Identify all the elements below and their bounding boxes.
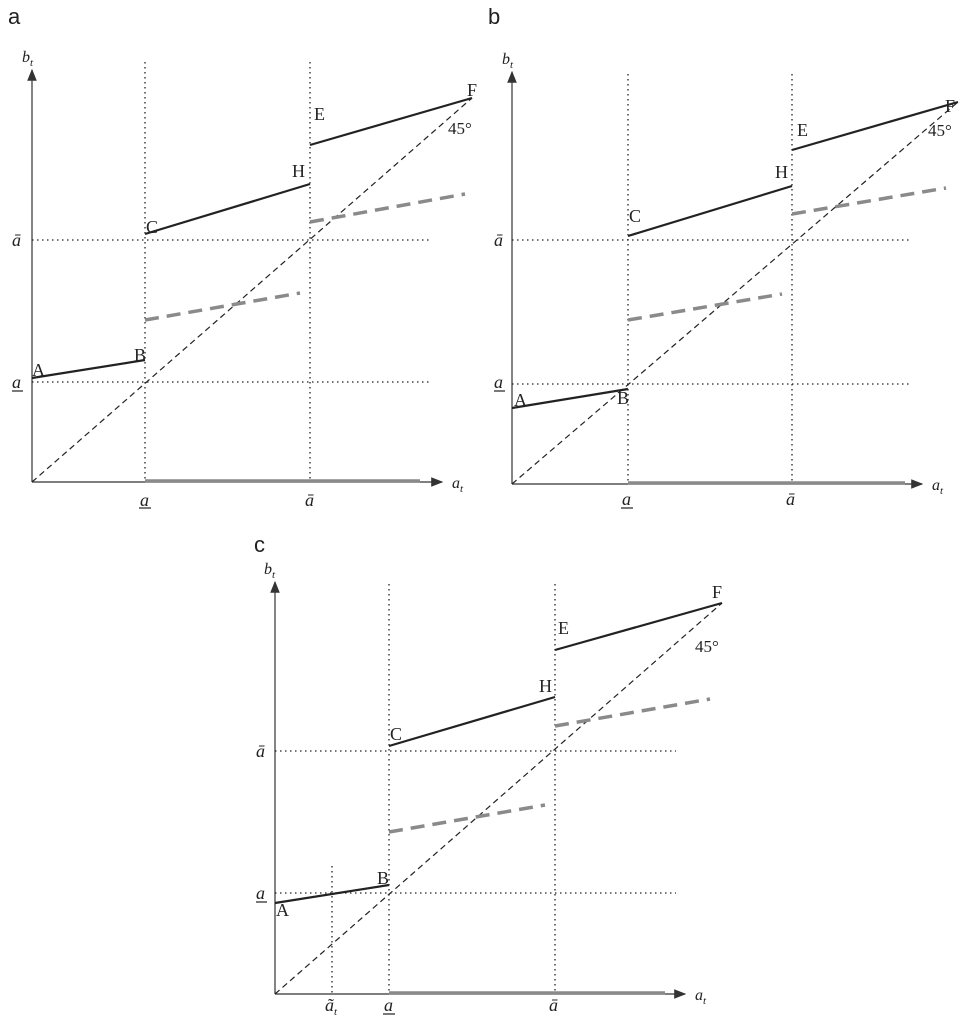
diagonal-45-b — [511, 101, 959, 485]
point-H-a: H — [292, 161, 305, 181]
point-A-c: A — [276, 900, 289, 920]
y-tick-low-a: a — [12, 372, 21, 392]
point-E-b: E — [797, 120, 808, 140]
segment-ch-b — [627, 184, 793, 238]
grey-segment-mid-a — [144, 291, 301, 322]
segment-ef-a — [309, 96, 473, 147]
segment-ch-c — [388, 695, 556, 748]
x-tick-low-b: a — [622, 489, 631, 509]
x-tick-low-c: a — [384, 995, 393, 1015]
point-A-a: A — [32, 360, 45, 380]
segment-ef-b — [791, 100, 959, 152]
point-A-b: A — [514, 390, 527, 410]
x-tick-high-b: ā — [786, 489, 795, 509]
y-axis-label-c: bt — [264, 561, 276, 581]
y-tick-low-c: a — [256, 883, 265, 903]
panel-b: b bt at A B C H E F 45° a ā ā a — [488, 4, 959, 509]
angle-label-c: 45° — [695, 637, 719, 656]
point-C-a: C — [146, 217, 158, 237]
diagonal-45-a — [31, 97, 473, 483]
point-C-b: C — [629, 206, 641, 226]
y-tick-low-b: a — [494, 372, 503, 392]
point-F-a: F — [467, 80, 477, 100]
x-axis-label-c: at — [695, 987, 707, 1007]
x-tick-high-a: ā — [305, 490, 314, 510]
point-B-a: B — [134, 345, 146, 365]
segment-ab-c — [274, 883, 390, 905]
y-tick-high-b: ā — [494, 230, 503, 250]
point-E-a: E — [314, 104, 325, 124]
point-F-c: F — [712, 582, 722, 602]
y-axis-label-a: bt — [22, 49, 34, 69]
grey-segment-high-a — [309, 192, 466, 224]
grey-segment-mid-b — [627, 292, 783, 322]
segment-ef-c — [554, 601, 723, 652]
diagonal-45-c — [274, 602, 723, 995]
angle-label-b: 45° — [928, 121, 952, 140]
x-axis-label-a: at — [452, 475, 464, 495]
point-C-c: C — [390, 724, 402, 744]
point-F-b: F — [945, 96, 955, 116]
grey-segment-high-c — [554, 697, 711, 728]
segment-ch-a — [144, 182, 311, 236]
x-axis-label-b: at — [932, 477, 944, 497]
point-H-c: H — [539, 676, 552, 696]
panel-c: c bt at A B C H E F 45° ãt a ā ā a — [254, 532, 723, 1017]
panel-label-c: c — [254, 532, 265, 557]
panel-label-a: a — [8, 4, 21, 29]
angle-label-a: 45° — [448, 119, 472, 138]
grey-segment-mid-c — [388, 803, 546, 834]
segment-ab-b — [511, 387, 629, 410]
y-tick-high-a: ā — [12, 230, 21, 250]
point-B-b: B — [617, 388, 629, 408]
grey-segment-high-b — [791, 186, 947, 216]
point-E-c: E — [558, 618, 569, 638]
panel-label-b: b — [488, 4, 500, 29]
segment-ab-a — [31, 358, 146, 380]
x-tick-low-a: a — [140, 490, 149, 510]
x-tick-high-c: ā — [549, 995, 558, 1015]
y-tick-high-c: ā — [256, 741, 265, 761]
panel-a: a bt at A B C H E F 45° a ā ā a — [8, 4, 477, 510]
point-H-b: H — [775, 162, 788, 182]
y-axis-label-b: bt — [502, 51, 514, 71]
point-B-c: B — [377, 868, 389, 888]
x-tick-tilde-c: ãt — [325, 995, 338, 1017]
